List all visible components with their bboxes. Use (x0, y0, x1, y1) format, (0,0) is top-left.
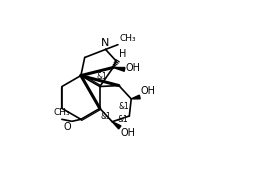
Text: O: O (64, 122, 71, 132)
Text: CH₃: CH₃ (119, 34, 136, 43)
Text: OH: OH (140, 86, 155, 96)
Polygon shape (113, 68, 124, 71)
Text: OH: OH (125, 63, 140, 74)
Text: &1: &1 (96, 72, 107, 81)
Text: &1: &1 (118, 102, 129, 111)
Polygon shape (112, 122, 120, 129)
Text: &1: &1 (117, 115, 128, 124)
Text: OH: OH (120, 128, 135, 138)
Text: &1: &1 (100, 112, 111, 121)
Text: H: H (119, 49, 126, 59)
Text: N: N (101, 37, 109, 47)
Polygon shape (131, 95, 140, 99)
Text: CH₃: CH₃ (53, 108, 70, 117)
